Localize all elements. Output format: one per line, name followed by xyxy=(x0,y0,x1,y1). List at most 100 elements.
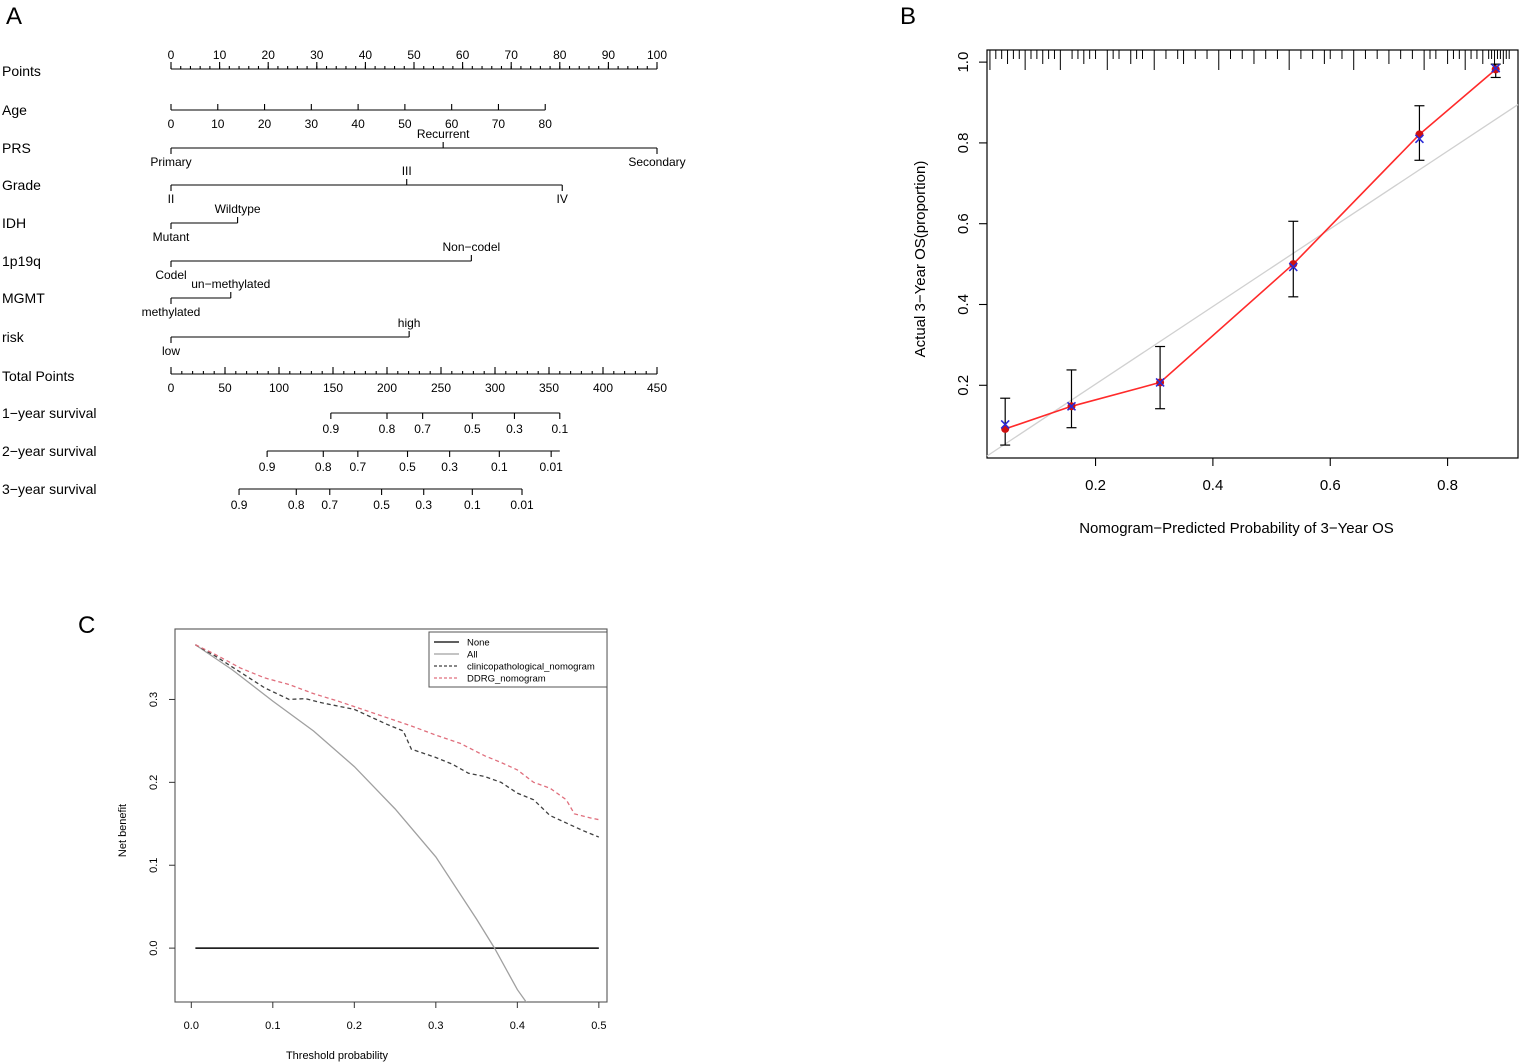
nomogram-row-label: 1p19q xyxy=(2,253,41,269)
scale-tick-label: 20 xyxy=(258,117,272,131)
scale-tick-label: 0.7 xyxy=(321,498,338,512)
level-label: Mutant xyxy=(153,230,190,244)
y-tick-label: 0.3 xyxy=(148,692,160,707)
legend-entry-label: None xyxy=(467,638,490,649)
level-label: Wildtype xyxy=(215,202,261,216)
nomogram-row-risk: risk low high xyxy=(2,316,420,358)
scale-tick-label: 0.5 xyxy=(373,498,390,512)
level-label: Secondary xyxy=(628,155,685,169)
axis-tick-label: 20 xyxy=(262,48,276,62)
x-tick-label: 0.3 xyxy=(428,1020,443,1032)
nomogram-row-2-year-survival: 2−year survival 0.9 0.8 0.7 0.5 0.3 0.1 0.01 xyxy=(2,443,563,474)
axis-tick-label: 100 xyxy=(269,381,289,395)
legend-entry-label: clinicopathological_nomogram xyxy=(467,662,595,673)
x-tick-label: 0.4 xyxy=(1202,477,1223,494)
scale-tick-label: 0.1 xyxy=(491,460,508,474)
corrected-point xyxy=(1066,401,1077,411)
y-tick-label: 0.0 xyxy=(148,940,160,955)
scale-tick-label: 0.7 xyxy=(349,460,366,474)
observed-point xyxy=(1491,65,1500,74)
axis-tick-label: 250 xyxy=(431,381,451,395)
scale-tick-label: 0.3 xyxy=(415,498,432,512)
x-tick-label: 0.0 xyxy=(184,1020,199,1032)
corrected-point xyxy=(1000,419,1010,430)
y-axis-title: Net benefit xyxy=(117,804,129,857)
y-tick-label: 0.1 xyxy=(148,858,160,873)
level-label: IV xyxy=(557,192,568,206)
axis-tick-label: 400 xyxy=(593,381,613,395)
scale-tick-label: 0.1 xyxy=(551,422,568,436)
nomogram-row-label: Points xyxy=(2,63,41,79)
nomogram-row-label: risk xyxy=(2,329,25,345)
scale-tick-label: 0.5 xyxy=(464,422,481,436)
y-tick-label: 0.2 xyxy=(955,375,972,396)
nomogram-row-mgmt: MGMT methylated un−methylated xyxy=(2,277,270,319)
nomogram-row-label: MGMT xyxy=(2,290,45,306)
decision-curve-panel: 0.0 0.1 0.2 0.3 0.4 0.5 0.0 0.1 0.2 0.3 Threshold … xyxy=(117,628,608,1062)
scale-tick-label: 0.7 xyxy=(414,422,431,436)
scale-tick-label: 0.1 xyxy=(464,498,481,512)
nomogram-row-label: 3−year survival xyxy=(2,481,97,497)
y-tick-label: 1.0 xyxy=(955,52,972,73)
scale-tick-label: 50 xyxy=(398,117,412,131)
level-label: Codel xyxy=(155,268,186,282)
calibration-line xyxy=(1004,68,1497,430)
observed-point xyxy=(1001,424,1010,433)
scale-tick-label: 10 xyxy=(211,117,225,131)
observed-point xyxy=(1415,130,1424,139)
axis-tick-label: 450 xyxy=(647,381,667,395)
x-tick-label: 0.1 xyxy=(265,1020,280,1032)
series-line-ddrg-nomogram xyxy=(195,644,599,821)
x-tick-label: 0.4 xyxy=(510,1020,525,1032)
axis-tick-label: 100 xyxy=(647,48,667,62)
scale-tick-label: 0.5 xyxy=(399,460,416,474)
y-axis-title: Actual 3−Year OS(proportion) xyxy=(912,161,929,358)
y-tick-label: 0.8 xyxy=(955,132,972,153)
series-group xyxy=(195,644,600,1002)
nomogram-row-label: IDH xyxy=(2,215,26,231)
scale-tick-label: 0.9 xyxy=(322,422,339,436)
y-tick-label: 0.2 xyxy=(148,775,160,790)
panel-label-a: A xyxy=(6,3,22,30)
nomogram-row-label: PRS xyxy=(2,140,31,156)
scale-tick-label: 0.9 xyxy=(231,498,248,512)
scale-tick-label: 0.8 xyxy=(379,422,396,436)
panel-label-c: C xyxy=(78,612,95,639)
axis-tick-label: 200 xyxy=(377,381,397,395)
axis-tick-label: 30 xyxy=(310,48,324,62)
axis-tick-label: 10 xyxy=(213,48,227,62)
level-label: low xyxy=(162,344,180,358)
plot-frame xyxy=(986,49,1519,459)
nomogram-row-label: Total Points xyxy=(2,368,74,384)
scale-tick-label: 30 xyxy=(305,117,319,131)
level-label: II xyxy=(168,192,175,206)
legend: NoneAllclinicopathological_nomogramDDRG_… xyxy=(428,631,608,688)
level-label: methylated xyxy=(142,305,201,319)
axis-tick-label: 150 xyxy=(323,381,343,395)
scale-tick-label: 0.8 xyxy=(315,460,332,474)
nomogram-row-1-year-survival: 1−year survival 0.9 0.8 0.7 0.5 0.3 0.1 xyxy=(2,405,568,436)
scale-tick-label: 0.3 xyxy=(506,422,523,436)
level-label: Primary xyxy=(150,155,191,169)
axis-tick-label: 40 xyxy=(359,48,373,62)
axis-tick-label: 50 xyxy=(218,381,232,395)
nomogram-panel: Points 0 10 20 30 40 50 60 70 80 90 100 Age 0 10 20 30 40… xyxy=(2,48,686,512)
scale-tick-label: 0.01 xyxy=(510,498,534,512)
y-tick-label: 0.6 xyxy=(955,213,972,234)
scale-tick-label: 70 xyxy=(492,117,506,131)
scale-tick-label: 0.3 xyxy=(441,460,458,474)
corrected-point xyxy=(1414,134,1424,144)
nomogram-row-label: 1−year survival xyxy=(2,405,97,421)
corrected-point xyxy=(1288,262,1298,272)
level-label: un−methylated xyxy=(191,277,270,291)
legend-entry-label: All xyxy=(467,650,478,661)
nomogram-row-age: Age 0 10 20 30 40 50 60 70 80 xyxy=(2,102,552,131)
plot-frame xyxy=(174,628,608,1003)
legend-box xyxy=(428,631,608,688)
level-label: Recurrent xyxy=(417,127,470,141)
x-axis-title: Threshold probability xyxy=(286,1050,389,1062)
nomogram-row-label: 2−year survival xyxy=(2,443,97,459)
nomogram-row-1p19q: 1p19q Codel Non−codel xyxy=(2,240,500,282)
